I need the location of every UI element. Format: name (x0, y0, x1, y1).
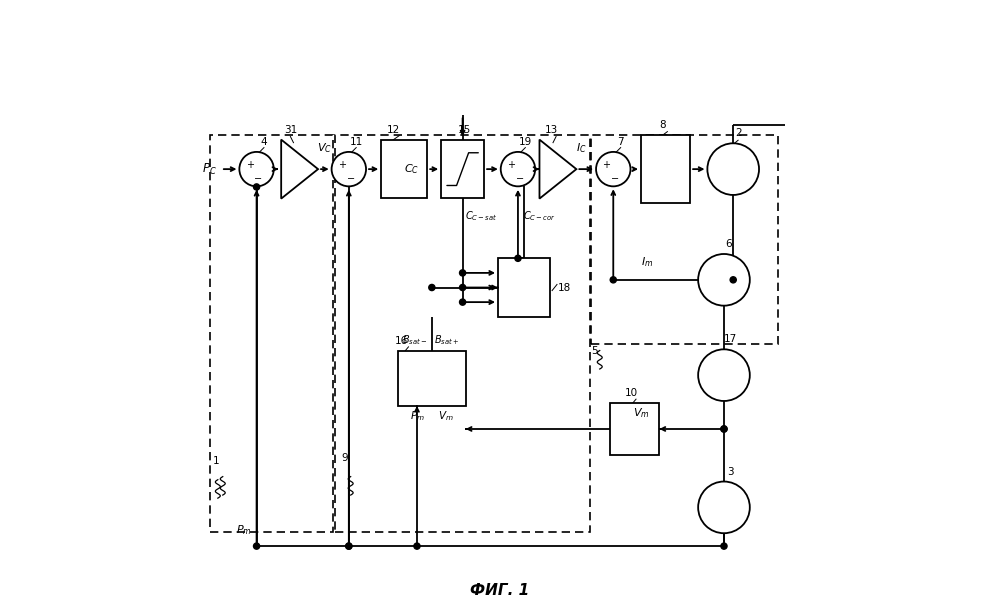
Text: $V_C$: $V_C$ (317, 141, 332, 154)
Circle shape (698, 254, 750, 306)
Text: 3: 3 (727, 467, 733, 477)
Text: 16: 16 (395, 336, 408, 346)
Text: 15: 15 (458, 125, 472, 135)
Circle shape (240, 152, 274, 186)
Text: 10: 10 (625, 388, 638, 398)
Text: 12: 12 (387, 125, 400, 135)
Text: $P_C$: $P_C$ (202, 162, 217, 177)
Circle shape (346, 543, 352, 549)
Bar (610, 403, 659, 455)
Bar (211, 135, 334, 532)
Text: $C_C$: $C_C$ (404, 162, 420, 176)
Text: $C_{C-sat}$: $C_{C-sat}$ (466, 209, 498, 223)
Text: 5: 5 (591, 346, 598, 355)
Text: $C_{C-cor}$: $C_{C-cor}$ (522, 209, 555, 223)
Text: 31: 31 (284, 125, 297, 135)
Circle shape (254, 543, 260, 549)
Text: ФИГ. 1: ФИГ. 1 (470, 583, 529, 598)
Bar (442, 140, 485, 198)
Circle shape (460, 284, 466, 290)
Text: 11: 11 (350, 137, 363, 147)
Circle shape (346, 543, 352, 549)
Text: $P_m$: $P_m$ (410, 409, 425, 423)
Text: +: + (338, 160, 346, 170)
Circle shape (610, 277, 616, 283)
Circle shape (460, 270, 466, 276)
Text: $B_{sat-}$: $B_{sat-}$ (403, 334, 428, 347)
Text: 6: 6 (725, 239, 732, 249)
Circle shape (721, 426, 727, 432)
Text: 4: 4 (261, 137, 268, 147)
Text: 1: 1 (214, 456, 220, 466)
Circle shape (514, 255, 521, 261)
Text: 2: 2 (735, 129, 741, 138)
Circle shape (698, 482, 750, 533)
Circle shape (414, 543, 420, 549)
Circle shape (707, 143, 759, 195)
Circle shape (429, 284, 435, 290)
Text: −: − (515, 173, 523, 184)
Circle shape (254, 184, 260, 190)
Text: 19: 19 (518, 137, 531, 147)
Bar (641, 135, 690, 203)
Text: 9: 9 (342, 453, 348, 463)
Text: $I_C$: $I_C$ (576, 141, 586, 154)
Text: −: − (347, 173, 355, 184)
Bar (381, 140, 428, 198)
Polygon shape (281, 140, 318, 199)
Circle shape (332, 152, 366, 186)
Text: 8: 8 (659, 121, 665, 130)
Circle shape (730, 277, 736, 283)
Bar (590, 135, 778, 344)
Text: −: − (611, 173, 619, 184)
Text: $I_m$: $I_m$ (641, 255, 653, 269)
Bar (335, 135, 589, 532)
Text: +: + (507, 160, 515, 170)
Text: +: + (602, 160, 610, 170)
Text: $P_m$: $P_m$ (237, 523, 252, 537)
Polygon shape (539, 140, 576, 199)
Text: 18: 18 (557, 282, 570, 293)
Bar (398, 351, 466, 406)
Circle shape (460, 299, 466, 305)
Circle shape (596, 152, 630, 186)
Text: −: − (254, 173, 263, 184)
Circle shape (721, 543, 727, 549)
Text: $B_{sat+}$: $B_{sat+}$ (435, 334, 460, 347)
Text: $V_m$: $V_m$ (438, 409, 454, 423)
Bar (498, 258, 550, 317)
Text: $V_m$: $V_m$ (632, 406, 649, 419)
Circle shape (500, 152, 535, 186)
Text: +: + (246, 160, 254, 170)
Circle shape (698, 349, 750, 401)
Text: 13: 13 (545, 125, 558, 135)
Text: 7: 7 (617, 137, 624, 147)
Circle shape (721, 426, 727, 432)
Text: 17: 17 (723, 335, 736, 344)
